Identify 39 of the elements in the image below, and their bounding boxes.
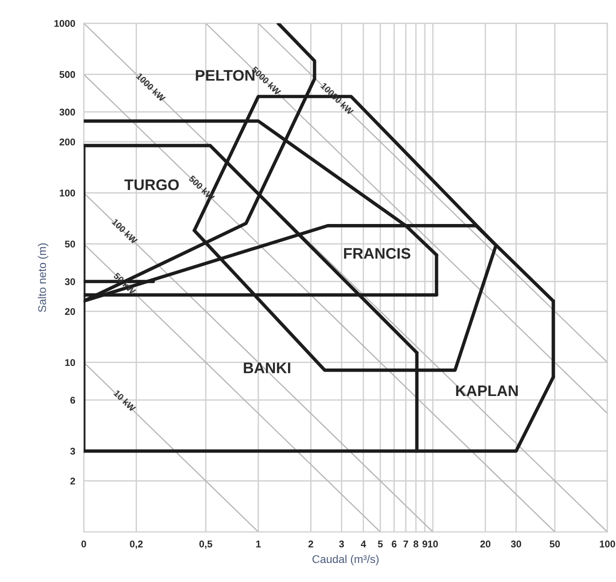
y-tick-label: 50 bbox=[64, 240, 76, 248]
annotation: 50 kW bbox=[113, 272, 136, 295]
y-tick-label: 500 bbox=[60, 71, 76, 78]
x-tick-label: 1 bbox=[256, 540, 261, 548]
y-tick-label: 3 bbox=[70, 448, 76, 455]
x-tick-label: 8 bbox=[414, 540, 418, 548]
annotation: KAPLAN bbox=[456, 386, 518, 396]
y-tick-label: 100 bbox=[60, 190, 76, 196]
x-tick-label: 0 bbox=[81, 540, 86, 548]
annotation: 10 kW bbox=[113, 390, 136, 412]
x-tick-label: 50 bbox=[550, 540, 560, 548]
annotation: BANKI bbox=[244, 362, 290, 374]
x-tick-label: 0,5 bbox=[199, 540, 212, 549]
x-tick-label: 7 bbox=[404, 540, 408, 548]
y-axis-title: Salto neto (m) bbox=[38, 243, 48, 312]
y-tick-label: 30 bbox=[64, 278, 76, 286]
x-tick-label: 0,2 bbox=[130, 540, 143, 549]
x-axis-title: Caudal (m³/s) bbox=[312, 554, 379, 566]
y-tick-label: 20 bbox=[64, 308, 76, 315]
x-tick-label: 3 bbox=[339, 540, 344, 548]
y-tick-label: 6 bbox=[70, 396, 76, 404]
x-tick-label: 2 bbox=[308, 540, 314, 548]
y-tick-label: 300 bbox=[59, 108, 76, 116]
annotation: TURGO bbox=[124, 179, 179, 190]
y-tick-label: 2 bbox=[70, 478, 76, 484]
annotation: 100 kW bbox=[112, 218, 138, 244]
y-tick-label: 1000 bbox=[54, 20, 76, 27]
x-tick-label: 6 bbox=[392, 540, 396, 548]
x-tick-label: 30 bbox=[510, 540, 522, 548]
y-tick-label: 200 bbox=[60, 138, 76, 146]
x-tick-label: 20 bbox=[480, 540, 490, 548]
x-tick-label: 10 bbox=[428, 540, 438, 548]
y-tick-label: 10 bbox=[65, 359, 76, 366]
x-tick-label: 9 bbox=[422, 540, 428, 548]
x-tick-label: 100 bbox=[600, 540, 616, 548]
annotation: FRANCIS bbox=[344, 248, 410, 259]
x-tick-label: 5 bbox=[378, 540, 383, 548]
x-tick-label: 4 bbox=[360, 540, 366, 548]
annotation: 500 kW bbox=[188, 174, 216, 202]
